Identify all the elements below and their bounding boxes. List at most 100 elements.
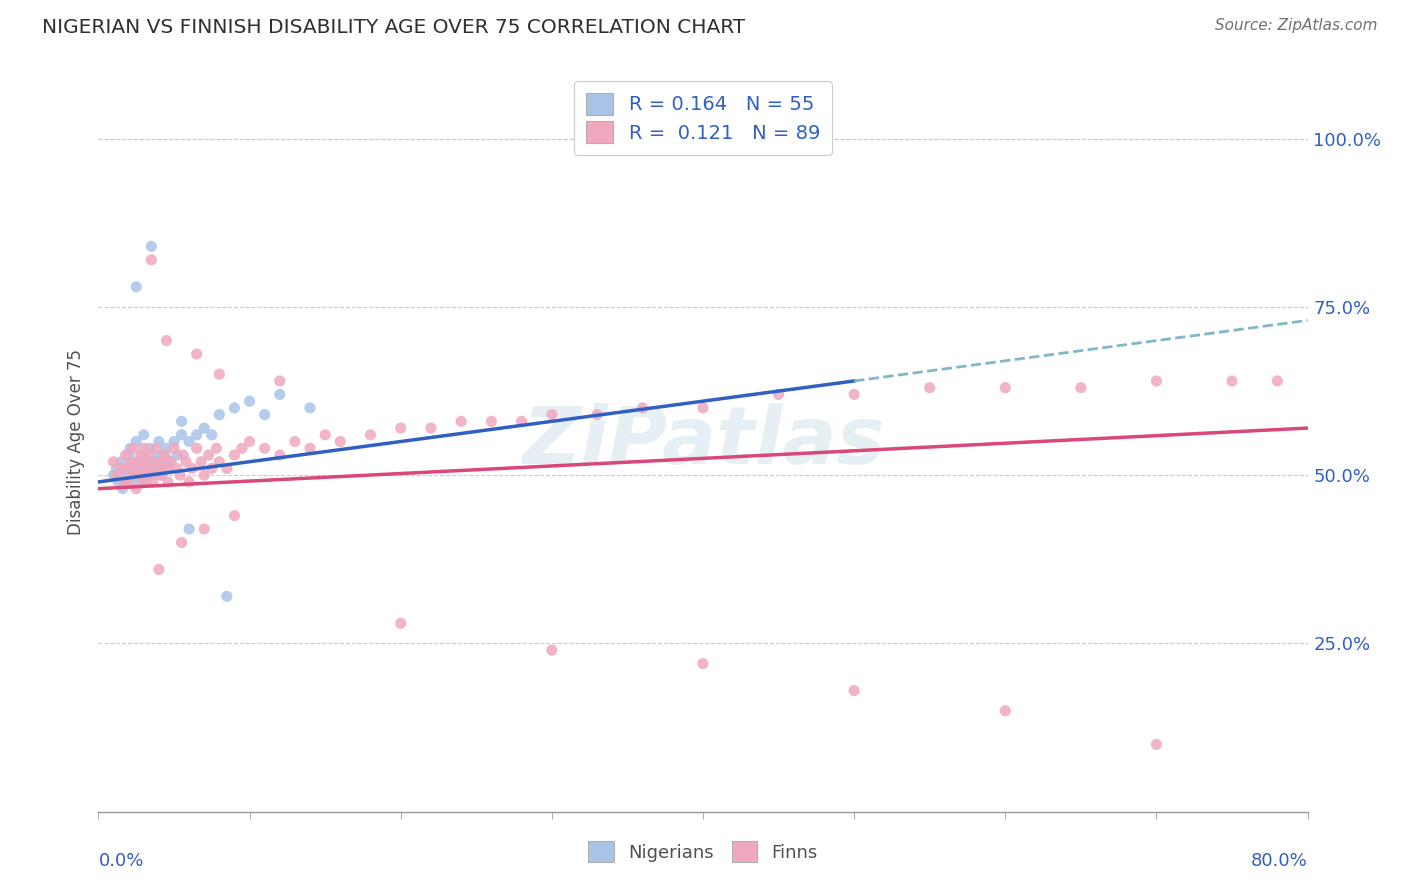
- Point: [231, 442, 253, 456]
- Point: [143, 455, 166, 469]
- Point: [170, 535, 193, 549]
- Point: [124, 461, 146, 475]
- Point: [186, 427, 208, 442]
- Point: [148, 461, 170, 475]
- Point: [1144, 738, 1167, 752]
- Point: [132, 442, 155, 456]
- Point: [170, 414, 193, 428]
- Point: [360, 427, 382, 442]
- Point: [103, 468, 125, 483]
- Point: [284, 434, 307, 449]
- Point: [127, 475, 149, 489]
- Point: [105, 468, 128, 483]
- Point: [994, 704, 1017, 718]
- Point: [193, 421, 215, 435]
- Point: [224, 448, 246, 462]
- Point: [150, 455, 173, 469]
- Point: [1220, 374, 1243, 388]
- Point: [114, 448, 136, 462]
- Point: [118, 475, 141, 489]
- Point: [160, 455, 183, 469]
- Point: [120, 455, 142, 469]
- Point: [132, 468, 155, 483]
- Point: [110, 461, 132, 475]
- Point: [142, 475, 165, 489]
- Point: [149, 455, 172, 469]
- Point: [118, 461, 141, 475]
- Point: [128, 455, 150, 469]
- Point: [269, 448, 291, 462]
- Point: [125, 482, 148, 496]
- Point: [149, 468, 172, 483]
- Point: [148, 562, 170, 576]
- Point: [132, 427, 155, 442]
- Point: [145, 448, 167, 462]
- Point: [172, 448, 194, 462]
- Point: [768, 387, 790, 401]
- Point: [131, 448, 153, 462]
- Point: [160, 455, 183, 469]
- Point: [269, 374, 291, 388]
- Point: [299, 442, 322, 456]
- Point: [314, 427, 336, 442]
- Point: [179, 434, 201, 449]
- Point: [299, 401, 322, 415]
- Point: [329, 434, 352, 449]
- Point: [155, 442, 177, 456]
- Point: [631, 401, 654, 415]
- Y-axis label: Disability Age Over 75: Disability Age Over 75: [67, 349, 86, 534]
- Point: [134, 461, 156, 475]
- Point: [179, 522, 201, 536]
- Point: [103, 455, 125, 469]
- Point: [148, 434, 170, 449]
- Point: [125, 279, 148, 293]
- Point: [129, 448, 152, 462]
- Point: [918, 381, 941, 395]
- Point: [112, 475, 135, 489]
- Point: [1267, 374, 1289, 388]
- Point: [181, 461, 204, 475]
- Point: [186, 347, 208, 361]
- Point: [215, 461, 238, 475]
- Text: NIGERIAN VS FINNISH DISABILITY AGE OVER 75 CORRELATION CHART: NIGERIAN VS FINNISH DISABILITY AGE OVER …: [42, 18, 745, 37]
- Point: [193, 522, 215, 536]
- Point: [1070, 381, 1092, 395]
- Point: [141, 461, 163, 475]
- Point: [540, 643, 562, 657]
- Point: [122, 468, 145, 483]
- Point: [122, 442, 145, 456]
- Point: [420, 421, 443, 435]
- Point: [692, 657, 714, 671]
- Point: [121, 455, 143, 469]
- Point: [155, 334, 177, 348]
- Point: [132, 475, 155, 489]
- Point: [124, 461, 146, 475]
- Point: [152, 448, 174, 462]
- Point: [224, 401, 246, 415]
- Point: [166, 461, 188, 475]
- Point: [166, 448, 188, 462]
- Point: [105, 461, 128, 475]
- Point: [163, 442, 186, 456]
- Point: [201, 427, 224, 442]
- Point: [107, 475, 129, 489]
- Point: [148, 461, 170, 475]
- Point: [253, 442, 276, 456]
- Point: [208, 408, 231, 422]
- Point: [114, 468, 136, 483]
- Point: [1144, 374, 1167, 388]
- Text: 80.0%: 80.0%: [1251, 853, 1308, 871]
- Point: [127, 455, 149, 469]
- Legend: Nigerians, Finns: Nigerians, Finns: [581, 834, 825, 870]
- Point: [115, 475, 138, 489]
- Point: [131, 461, 153, 475]
- Point: [150, 468, 173, 483]
- Point: [118, 448, 141, 462]
- Point: [190, 455, 212, 469]
- Point: [186, 442, 208, 456]
- Point: [139, 442, 162, 456]
- Point: [163, 434, 186, 449]
- Point: [169, 468, 191, 483]
- Point: [125, 434, 148, 449]
- Point: [253, 408, 276, 422]
